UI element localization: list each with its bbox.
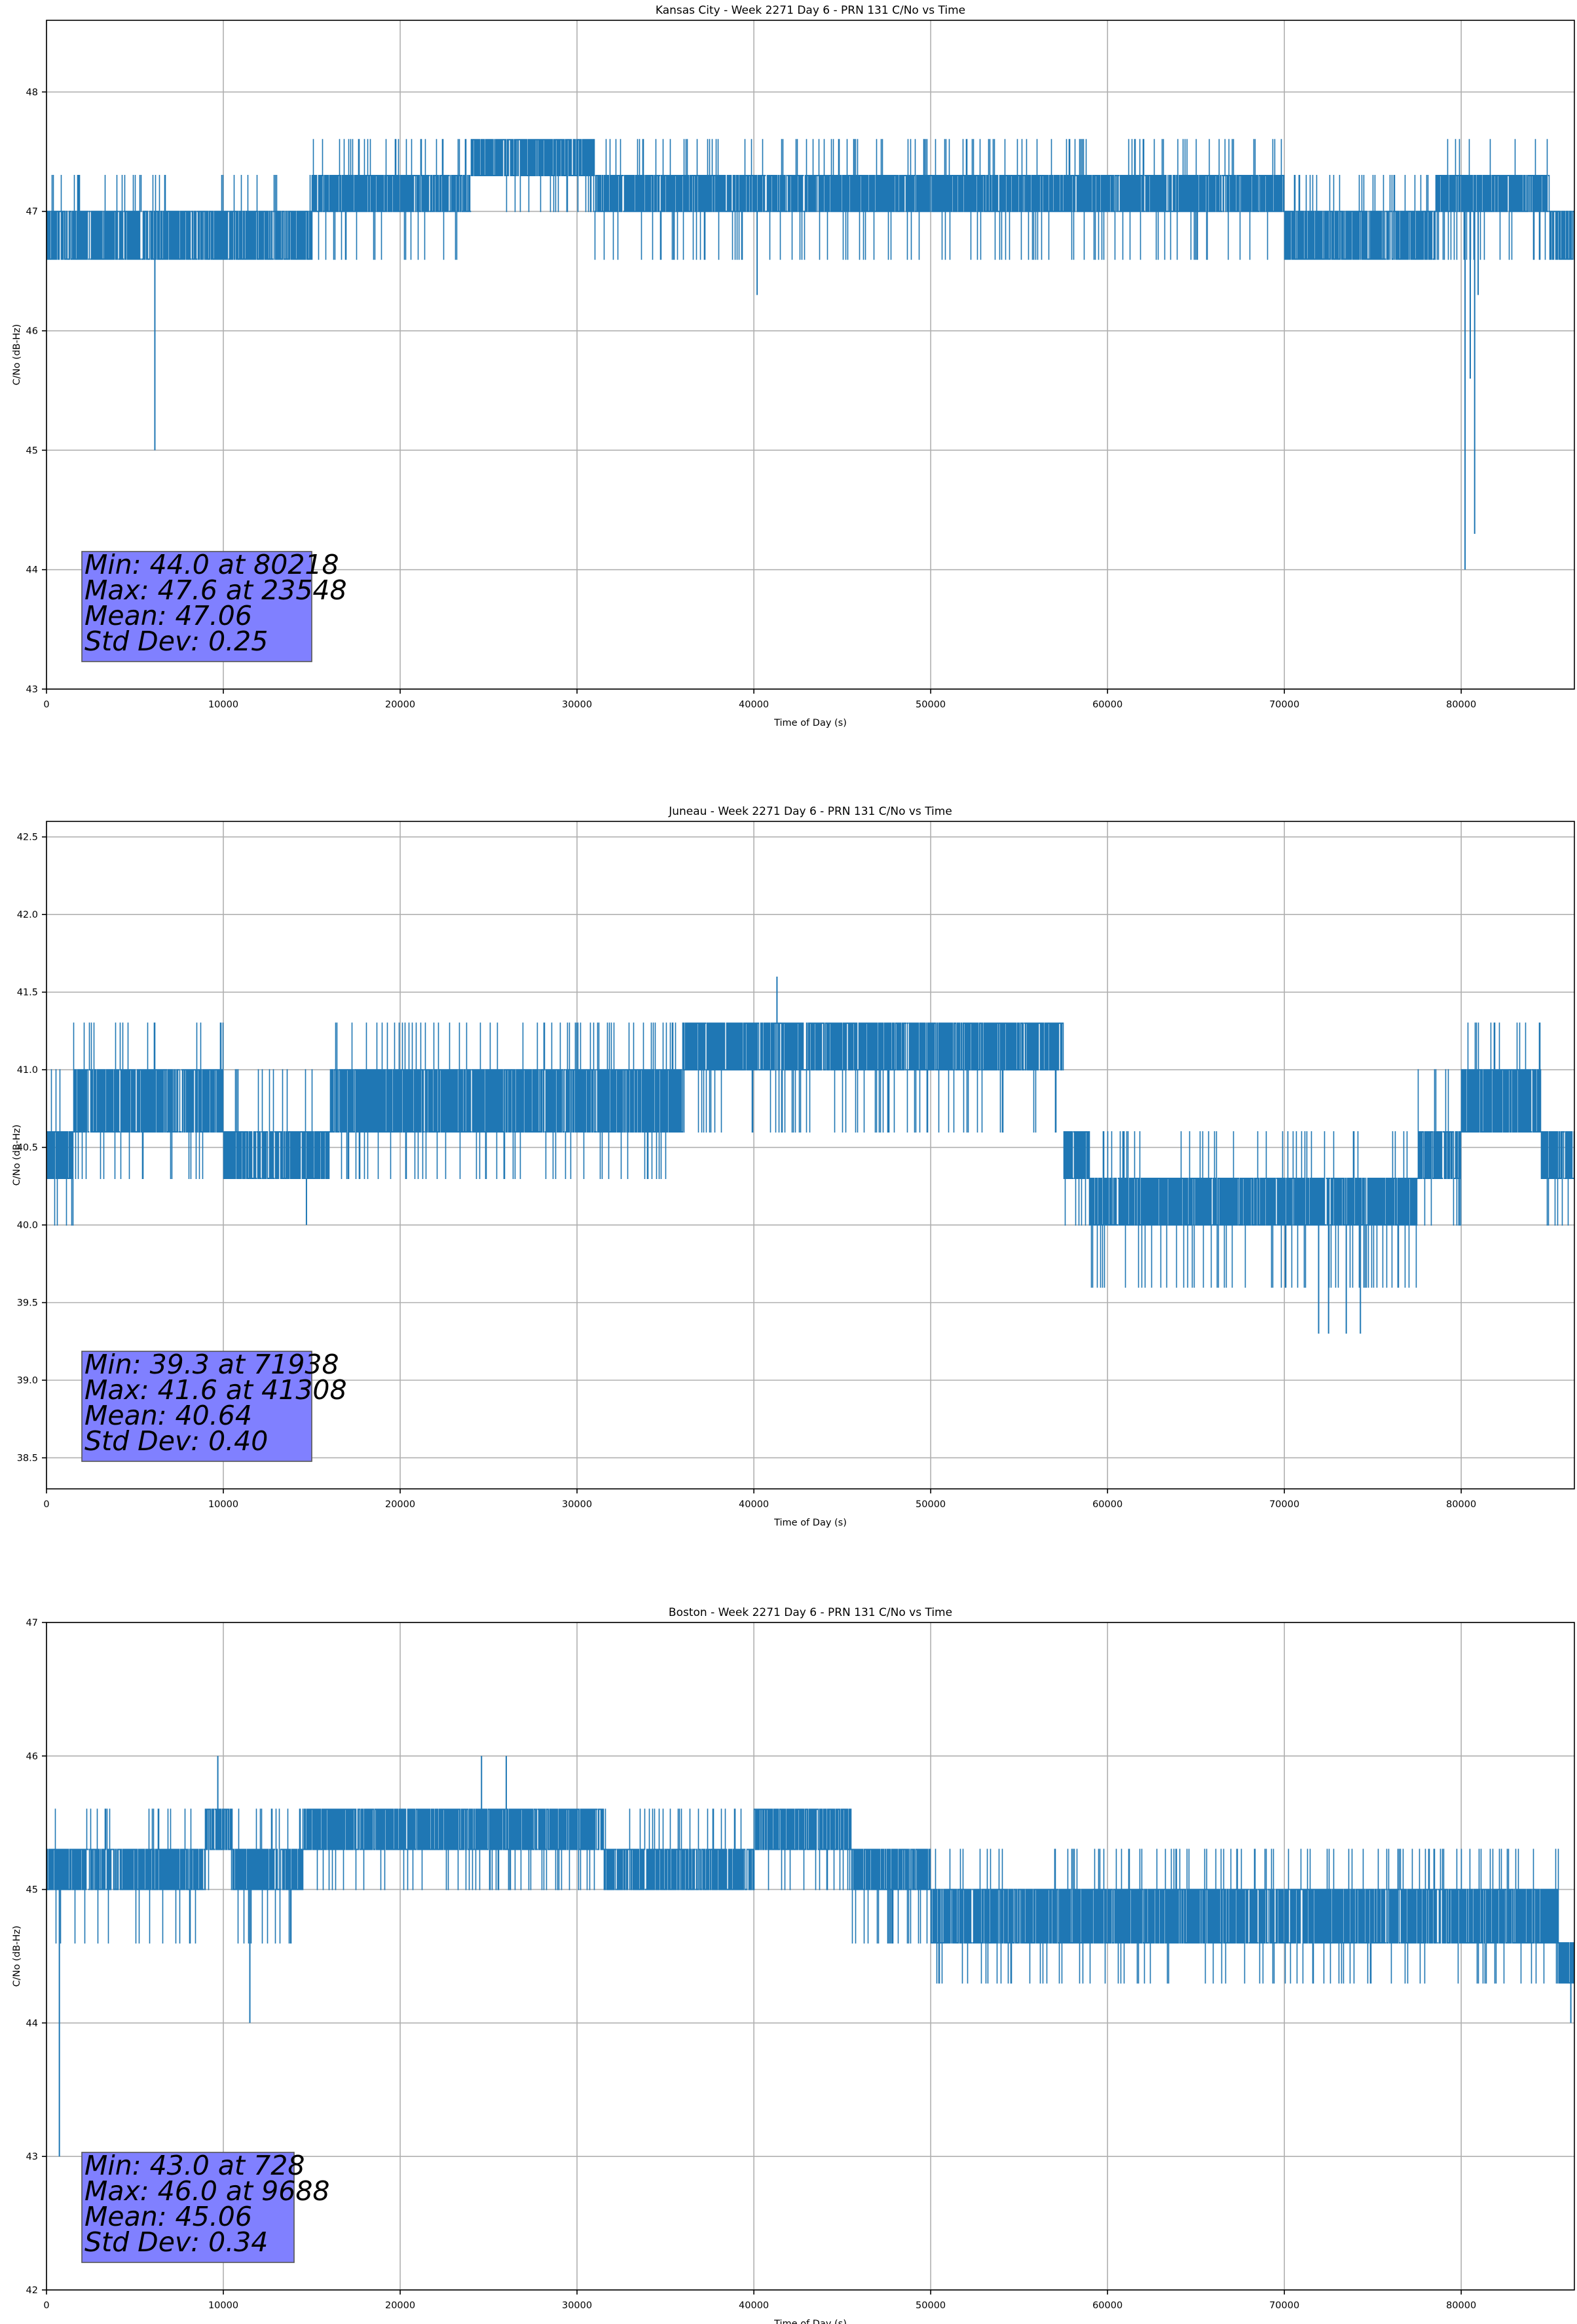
y-tick-label: 44 [26, 2018, 38, 2029]
stats-line: Std Dev: 0.25 [84, 626, 268, 657]
x-axis-label: Time of Day (s) [773, 2319, 847, 2324]
y-tick-label: 48 [26, 87, 38, 98]
y-tick-label: 42.0 [17, 910, 38, 920]
x-tick-label: 50000 [916, 700, 946, 710]
x-tick-label: 60000 [1092, 2300, 1122, 2311]
y-tick-label: 42 [26, 2285, 38, 2296]
x-tick-label: 20000 [385, 700, 415, 710]
axes-frame [46, 821, 1575, 1490]
x-axis: 0 10000 20000 30000 40000 50000 60000 70000 8000… [43, 689, 1476, 728]
y-axis-label: C/No (dB-Hz) [12, 1926, 22, 1987]
stats-line: Max: 47.6 at 23548 [84, 574, 347, 606]
x-tick-label: 30000 [562, 700, 592, 710]
y-tick-label: 46 [26, 326, 38, 337]
cno-spikes [305, 976, 1362, 1334]
y-tick-label: 42.5 [17, 833, 38, 843]
stats-line: Min: 43.0 at 728 [84, 2150, 305, 2181]
y-tick-label: 38.5 [17, 1453, 38, 1464]
x-tick-label: 70000 [1269, 1499, 1299, 1510]
stats-box-background [81, 1351, 312, 1462]
axes-frame [46, 20, 1575, 690]
x-axis-label: Time of Day (s) [773, 718, 847, 728]
y-tick-label: 39.5 [17, 1298, 38, 1309]
stats-line: Max: 46.0 at 9688 [84, 2175, 330, 2207]
y-tick-label: 39.0 [17, 1376, 38, 1386]
x-axis: 0 10000 20000 30000 40000 50000 60000 70000 8000… [43, 2290, 1476, 2324]
axes-frame [46, 1622, 1575, 2291]
stats-line: Max: 41.6 at 41308 [84, 1374, 347, 1406]
cno-spikes [58, 1755, 1572, 2157]
stats-box-background [81, 2152, 295, 2263]
x-tick-label: 20000 [385, 2300, 415, 2311]
x-tick-label: 40000 [739, 700, 769, 710]
chart-title: Boston - Week 2271 Day 6 - PRN 131 C/No … [669, 1606, 952, 1619]
y-axis: 38.5 39.0 39.5 40.0 40.5 41.0 41.5 42.0 42.5 C/No… [12, 833, 46, 1464]
x-axis-label: Time of Day (s) [773, 1518, 847, 1528]
x-tick-label: 0 [43, 2300, 49, 2311]
y-tick-label: 47 [26, 1618, 38, 1628]
x-axis: 0 10000 20000 30000 40000 50000 60000 70000 8000… [43, 1489, 1476, 1528]
y-tick-label: 44 [26, 565, 38, 576]
x-tick-label: 20000 [385, 1499, 415, 1510]
stats-line: Std Dev: 0.34 [84, 2226, 268, 2258]
x-tick-label: 80000 [1446, 2300, 1476, 2311]
x-tick-label: 10000 [208, 2300, 238, 2311]
cno-spikes [154, 211, 1479, 570]
x-tick-label: 0 [43, 700, 49, 710]
y-axis-label: C/No (dB-Hz) [12, 1125, 22, 1186]
y-axis: 43 44 45 46 47 48 C/No (dB-Hz) [12, 87, 46, 695]
x-tick-label: 30000 [562, 2300, 592, 2311]
x-tick-label: 80000 [1446, 700, 1476, 710]
y-tick-label: 40.5 [17, 1143, 38, 1153]
x-tick-label: 10000 [208, 700, 238, 710]
stats-line: Mean: 45.06 [84, 2201, 252, 2232]
y-tick-label: 45 [26, 1885, 38, 1896]
y-tick-label: 47 [26, 207, 38, 217]
y-tick-label: 41.5 [17, 988, 38, 998]
y-axis: 42 43 44 45 46 47 C/No (dB-Hz) [12, 1618, 46, 2296]
y-axis-label: C/No (dB-Hz) [12, 324, 22, 386]
stats-line: Min: 44.0 at 80218 [84, 549, 339, 580]
x-tick-label: 60000 [1092, 700, 1122, 710]
stats-line: Std Dev: 0.40 [84, 1425, 268, 1457]
y-tick-label: 40.0 [17, 1220, 38, 1231]
x-tick-label: 70000 [1269, 2300, 1299, 2311]
x-tick-label: 70000 [1269, 700, 1299, 710]
y-tick-label: 43 [26, 684, 38, 695]
x-tick-label: 60000 [1092, 1499, 1122, 1510]
x-tick-label: 30000 [562, 1499, 592, 1510]
y-tick-label: 43 [26, 2152, 38, 2162]
subplots: 0 10000 20000 30000 40000 50000 60000 70000 8000… [12, 4, 1575, 2324]
stats-line: Min: 39.3 at 71938 [84, 1349, 339, 1380]
x-tick-label: 0 [43, 1499, 49, 1510]
stats-line: Mean: 47.06 [84, 600, 252, 631]
x-tick-label: 40000 [739, 2300, 769, 2311]
x-tick-label: 10000 [208, 1499, 238, 1510]
chart-title: Kansas City - Week 2271 Day 6 - PRN 131 … [656, 4, 965, 17]
subplot-1: 0 10000 20000 30000 40000 50000 60000 70000 8000… [12, 4, 1575, 728]
x-tick-label: 50000 [916, 2300, 946, 2311]
x-tick-label: 50000 [916, 1499, 946, 1510]
stats-box-background [81, 551, 312, 662]
subplot-3: 0 10000 20000 30000 40000 50000 60000 70000 8000… [12, 1606, 1575, 2324]
subplot-2: 0 10000 20000 30000 40000 50000 60000 70000 8000… [12, 805, 1575, 1528]
x-tick-label: 40000 [739, 1499, 769, 1510]
x-tick-label: 80000 [1446, 1499, 1476, 1510]
y-tick-label: 45 [26, 445, 38, 456]
y-tick-label: 46 [26, 1752, 38, 1762]
chart-title: Juneau - Week 2271 Day 6 - PRN 131 C/No … [668, 805, 952, 818]
stats-line: Mean: 40.64 [84, 1400, 252, 1431]
y-tick-label: 41.0 [17, 1065, 38, 1076]
